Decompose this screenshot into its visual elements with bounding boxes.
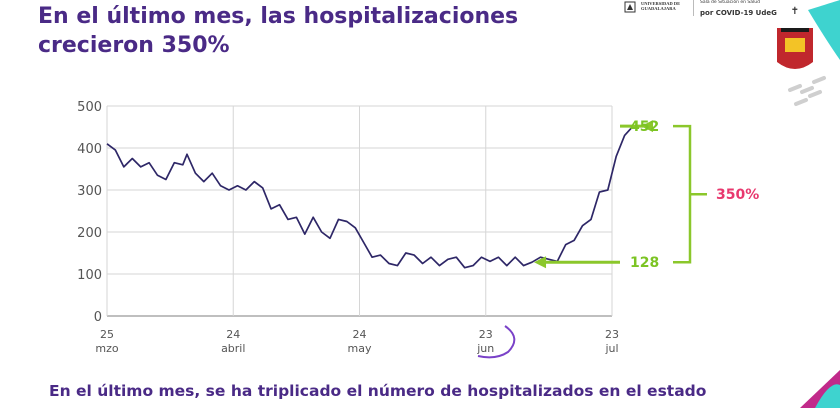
jun-swoosh-icon — [477, 325, 516, 359]
x-tick-day: 23 — [479, 328, 493, 341]
teal-corner-shape — [808, 0, 840, 60]
chart-annotations: 452 128 350% — [534, 119, 759, 271]
udg-seal-icon — [624, 1, 636, 13]
teal-bottom-shape — [815, 384, 840, 408]
x-tick-day: 24 — [353, 328, 367, 341]
peak-arrow-head — [641, 120, 654, 133]
logo-divider — [693, 0, 694, 16]
page-title: En el último mes, las hospitalizaciones … — [38, 4, 519, 58]
y-tick-label: 100 — [77, 268, 102, 283]
y-tick-label: 300 — [77, 184, 102, 199]
svg-text:✝: ✝ — [791, 6, 799, 17]
low-arrow-head — [534, 256, 547, 269]
crest-emblem-icon: ✝ — [777, 6, 813, 69]
x-tick-day: 23 — [605, 328, 619, 341]
x-tick-day: 25 — [100, 328, 114, 341]
x-tick-month: mzo — [95, 342, 118, 355]
x-tick-month: abril — [221, 342, 245, 355]
x-tick-month: jun — [476, 342, 494, 355]
sala-logo-text: Sala de Situación en Salud — [700, 0, 760, 5]
x-tick-day: 24 — [226, 328, 240, 341]
chart-grid — [106, 105, 613, 317]
x-tick-month: may — [348, 342, 372, 355]
change-percent-label: 350% — [716, 187, 759, 203]
y-tick-label: 200 — [77, 226, 102, 241]
dots-decoration — [788, 76, 826, 106]
covid-logo-text: por COVID-19 UdeG — [700, 9, 777, 17]
low-value-label: 128 — [630, 255, 659, 271]
y-tick-label: 500 — [77, 100, 102, 115]
header-logos: UNIVERSIDAD DE GUADALAJARA Sala de Situa… — [618, 0, 840, 60]
caption-text: En el último mes, se ha triplicado el nú… — [49, 382, 707, 400]
y-tick-label: 400 — [77, 142, 102, 157]
peak-value-label: 452 — [630, 119, 659, 135]
decorative-accents: ✝ — [477, 0, 840, 408]
hospitalizations-line — [106, 125, 634, 269]
y-axis: 0 100 200 300 400 500 — [77, 100, 102, 325]
x-tick-month: jul — [604, 342, 618, 355]
udg-logo-text: UNIVERSIDAD DE GUADALAJARA — [641, 1, 681, 11]
y-tick-label: 0 — [94, 310, 102, 325]
change-bracket — [673, 124, 707, 264]
